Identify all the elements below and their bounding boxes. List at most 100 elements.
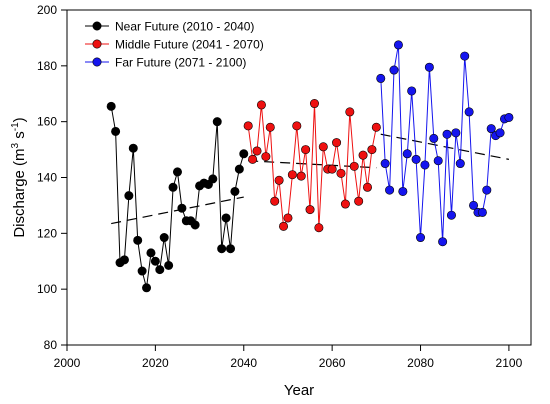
data-point — [261, 152, 271, 162]
data-point — [371, 122, 381, 132]
data-point — [504, 112, 514, 122]
data-point — [420, 160, 430, 170]
data-point — [407, 86, 417, 96]
data-point — [212, 117, 222, 127]
data-point — [230, 186, 240, 196]
data-point — [217, 244, 227, 254]
data-point — [164, 260, 174, 270]
data-point — [340, 199, 350, 209]
data-point — [477, 207, 487, 217]
y-tick-label: 180 — [37, 59, 57, 73]
data-point — [119, 255, 129, 265]
data-point — [446, 210, 456, 220]
data-point — [292, 121, 302, 131]
legend-label-1: Near Future (2010 - 2040) — [115, 20, 254, 34]
data-point — [190, 220, 200, 230]
trend-line-3 — [380, 133, 510, 160]
data-point — [172, 167, 182, 177]
series-line-2 — [247, 103, 377, 229]
data-point — [486, 124, 496, 134]
data-point — [274, 175, 284, 185]
data-point — [398, 186, 408, 196]
y-axis-label-end: ) — [11, 117, 28, 122]
data-point — [301, 145, 311, 155]
data-point — [393, 40, 403, 50]
data-point — [451, 128, 461, 138]
legend-label-2: Middle Future (2041 - 2070) — [115, 38, 264, 52]
data-point — [256, 100, 266, 110]
x-tick-label: 2020 — [142, 356, 169, 370]
data-point — [349, 161, 359, 171]
data-point — [469, 200, 479, 210]
data-point — [402, 149, 412, 159]
data-point — [221, 213, 231, 223]
data-point — [336, 168, 346, 178]
data-point — [111, 126, 121, 136]
series-1 — [106, 101, 249, 293]
data-point — [389, 65, 399, 75]
y-tick-label: 140 — [37, 171, 57, 185]
x-axis-label: Year — [284, 382, 314, 399]
data-point — [142, 283, 152, 293]
y-tick-label: 200 — [37, 3, 57, 17]
data-point — [265, 122, 275, 132]
data-point — [345, 107, 355, 117]
y-tick-label: 80 — [44, 338, 58, 352]
data-point — [137, 266, 147, 276]
axes: 2000 2020 2040 2060 2080 2100 80 100 120 140 160 18… — [37, 3, 523, 370]
data-point — [438, 237, 448, 247]
data-point — [252, 146, 262, 156]
series-2 — [243, 99, 381, 233]
data-point — [243, 121, 253, 131]
data-point — [208, 174, 218, 184]
y-tick-label: 120 — [37, 226, 57, 240]
data-point — [464, 107, 474, 117]
data-point — [362, 182, 372, 192]
data-point — [146, 248, 156, 258]
data-point — [106, 101, 116, 111]
series-line-3 — [380, 44, 510, 242]
data-point — [433, 156, 443, 166]
data-point — [380, 159, 390, 169]
data-point — [305, 205, 315, 215]
legend-marker-3 — [92, 57, 102, 67]
x-tick-label: 2080 — [407, 356, 434, 370]
y-tick-label: 100 — [37, 282, 57, 296]
data-point — [155, 265, 165, 275]
data-point — [234, 164, 244, 174]
data-point — [482, 185, 492, 195]
data-point — [279, 221, 289, 231]
data-point — [239, 149, 249, 159]
data-point — [411, 154, 421, 164]
data-point — [327, 164, 337, 174]
y-axis-label: Discharge (m3 s-1) — [10, 117, 28, 237]
data-point — [416, 233, 426, 243]
y-axis-label-mid: s — [11, 131, 28, 143]
data-point — [354, 196, 364, 206]
series-layer — [106, 40, 514, 293]
data-point — [159, 233, 169, 243]
data-point — [429, 133, 439, 143]
data-point — [128, 143, 138, 153]
data-point — [150, 256, 160, 266]
data-point — [495, 128, 505, 138]
data-point — [367, 145, 377, 155]
data-point — [376, 73, 386, 83]
legend-marker-2 — [92, 39, 102, 49]
data-point — [442, 129, 452, 139]
data-point — [270, 196, 280, 206]
data-point — [332, 138, 342, 148]
data-point — [455, 159, 465, 169]
data-point — [318, 142, 328, 152]
data-point — [226, 244, 236, 254]
y-tick-label: 160 — [37, 115, 57, 129]
legend-label-3: Far Future (2071 - 2100) — [115, 56, 246, 70]
x-tick-label: 2100 — [496, 356, 523, 370]
series-3 — [376, 40, 514, 247]
data-point — [385, 185, 395, 195]
data-point — [177, 203, 187, 213]
data-point — [314, 223, 324, 233]
data-point — [296, 171, 306, 181]
legend: Near Future (2010 - 2040) Middle Future (… — [85, 20, 264, 70]
